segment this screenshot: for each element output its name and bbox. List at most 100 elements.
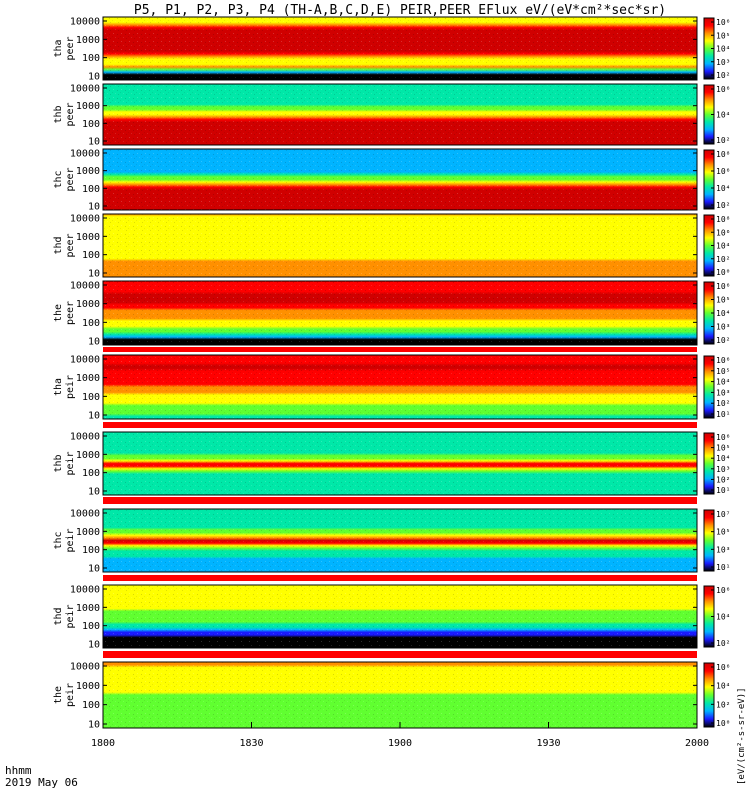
y-tick-label: 1000 <box>76 232 100 243</box>
panel-thc-peer: 10000 1000 100 10 thc peer 10⁸ 10⁶ 10⁴ 10² <box>53 148 730 213</box>
panel-frame <box>102 431 698 496</box>
colorbar-tick-label: 10² <box>716 201 730 210</box>
colorbar-tick-label: 10⁶ <box>716 18 730 27</box>
panel-separator <box>103 651 697 658</box>
colorbar-tick-label: 10⁵ <box>716 528 730 537</box>
panel-probe-label: the <box>53 686 64 704</box>
panel-probe-label: thb <box>53 105 64 123</box>
colorbar-tick-label: 10⁶ <box>716 356 730 365</box>
colorbar-tick-label: 10² <box>716 71 730 80</box>
spectrogram-noise <box>103 281 697 345</box>
colorbar-tick-label: 10³ <box>716 388 730 397</box>
colorbar-tick-label: 10³ <box>716 323 730 332</box>
colorbar-tick-label: 10⁰ <box>716 719 730 728</box>
y-tick-label: 100 <box>82 621 100 632</box>
spectrogram-noise <box>103 84 697 145</box>
y-tick-label: 10 <box>88 202 100 213</box>
panel-frame <box>102 354 698 420</box>
panel-the-peir: 10000 1000 100 10 the peir 10⁶ 10⁴ 10² 10⁰ <box>53 661 730 731</box>
panel-species-label: peir <box>65 604 76 628</box>
panel-thc-peir: 10000 1000 100 10 thc peir 10⁷ 10⁵ 10³ 10¹ <box>53 508 730 575</box>
y-tick-label: 1000 <box>76 166 100 177</box>
colorbar-tick-label: 10³ <box>716 545 730 554</box>
y-tick-label: 10 <box>88 337 100 348</box>
y-tick-label: 10 <box>88 487 100 498</box>
y-tick-label: 100 <box>82 468 100 479</box>
panel-species-label: peir <box>65 528 76 552</box>
colorbar-tick-label: 10⁴ <box>716 309 730 318</box>
y-tick-label: 100 <box>82 318 100 329</box>
panel-frame <box>102 280 698 346</box>
panel-separator <box>103 347 697 352</box>
colorbar-units-label: [eV/(cm²-s-sr-eV)] <box>737 687 747 785</box>
panel-frame <box>102 584 698 649</box>
y-tick-label: 10 <box>88 137 100 148</box>
colorbar-tick-label: 10⁶ <box>716 282 730 291</box>
colorbar <box>703 432 715 495</box>
y-tick-label: 100 <box>82 250 100 261</box>
colorbar-tick-label: 10¹ <box>716 563 730 572</box>
y-tick-label: 100 <box>82 119 100 130</box>
colorbar-tick-label: 10⁴ <box>716 184 730 193</box>
y-tick-label: 10000 <box>70 509 100 520</box>
panel-probe-label: thb <box>53 454 64 472</box>
colorbar-tick-label: 10⁴ <box>716 45 730 54</box>
colorbar-tick-label: 10⁵ <box>716 296 730 305</box>
y-tick-label: 10 <box>88 411 100 422</box>
colorbar-tick-label: 10² <box>716 639 730 648</box>
spectrogram-noise <box>103 509 697 572</box>
colorbar-tick-label: 10⁴ <box>716 111 730 120</box>
y-tick-label: 1000 <box>76 681 100 692</box>
y-tick-label: 1000 <box>76 299 100 310</box>
panel-tha-peer: 10000 1000 100 10 tha peer 10⁶ 10⁵ 10⁴ 10³ 10² <box>53 16 730 83</box>
y-tick-label: 100 <box>82 545 100 556</box>
panel-frame <box>102 83 698 146</box>
y-tick-label: 10000 <box>70 281 100 292</box>
colorbar-tick-label: 10¹ <box>716 486 730 495</box>
x-tick-label: 1930 <box>536 738 560 749</box>
colorbar-tick-label: 10² <box>716 136 730 145</box>
spectrogram-noise <box>103 17 697 80</box>
colorbar-tick-label: 10⁴ <box>716 454 730 463</box>
colorbar <box>703 662 715 728</box>
y-tick-label: 10000 <box>70 432 100 443</box>
panel-species-label: peir <box>65 375 76 399</box>
colorbar-tick-label: 10⁵ <box>716 444 730 453</box>
panel-probe-label: the <box>53 304 64 322</box>
y-tick-label: 1000 <box>76 450 100 461</box>
y-tick-label: 10000 <box>70 585 100 596</box>
panel-species-label: peer <box>65 233 76 257</box>
colorbar-tick-label: 10⁰ <box>716 268 730 277</box>
panel-species-label: peer <box>65 102 76 126</box>
y-tick-label: 1000 <box>76 101 100 112</box>
spectrogram-noise <box>103 149 697 210</box>
panel-probe-label: tha <box>53 378 64 396</box>
colorbar-tick-label: 10⁵ <box>716 31 730 40</box>
panel-species-label: peer <box>65 301 76 325</box>
panel-species-label: peer <box>65 36 76 60</box>
y-tick-label: 10000 <box>70 149 100 160</box>
panel-frame <box>102 148 698 211</box>
colorbar <box>703 509 715 572</box>
y-tick-label: 1000 <box>76 527 100 538</box>
colorbar <box>703 149 715 210</box>
colorbar-tick-label: 10⁶ <box>716 167 730 176</box>
colorbar-tick-label: 10⁴ <box>716 682 730 691</box>
y-tick-label: 10000 <box>70 17 100 28</box>
panel-probe-label: thd <box>53 236 64 254</box>
panel-separator <box>103 575 697 581</box>
panel-frame <box>102 213 698 278</box>
time-axis: 1800 1830 1900 1930 2000 <box>91 722 709 749</box>
y-tick-label: 1000 <box>76 603 100 614</box>
panel-species-label: peir <box>65 683 76 707</box>
y-tick-label: 10 <box>88 564 100 575</box>
colorbar-tick-label: 10² <box>716 700 730 709</box>
panel-separator <box>103 422 697 428</box>
panel-thd-peer: 10000 1000 100 10 thd peer 10⁸ 10⁶ 10⁴ 10² 10⁰ <box>53 213 730 280</box>
x-axis-label-date: 2019 May 06 <box>5 776 78 789</box>
colorbar-tick-label: 10¹ <box>716 410 730 419</box>
panel-species-label: peir <box>65 451 76 475</box>
spectrogram-noise <box>103 214 697 277</box>
